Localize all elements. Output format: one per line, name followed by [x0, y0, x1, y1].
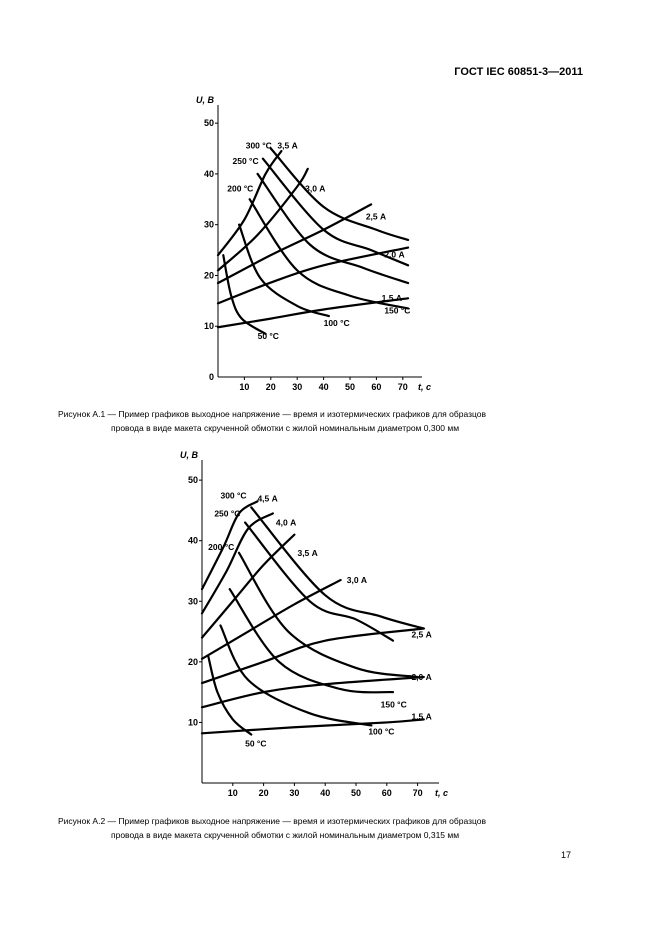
- curve-label-1-5-а: 1,5 А: [382, 293, 402, 303]
- curve-label-2-5-а: 2,5 А: [411, 630, 431, 640]
- curve-label-200-с: 200 °С: [227, 184, 253, 194]
- curve-label-50-с: 50 °С: [245, 739, 266, 749]
- page-number: 17: [560, 850, 571, 860]
- y-tick-label-50: 50: [204, 118, 214, 128]
- y-tick-label-40: 40: [204, 169, 214, 179]
- curve-label-4-0-а: 4,0 А: [276, 518, 296, 528]
- series-line-3-5-а: [216, 149, 283, 257]
- figure-a2-caption: Рисунок А.2 — Пример графиков выходное н…: [58, 814, 486, 842]
- y-tick-label-10: 10: [188, 717, 198, 727]
- series-line-100-с: [238, 223, 330, 318]
- figure-a1-caption: Рисунок А.1 — Пример графиков выходное н…: [58, 407, 486, 435]
- series-line-3-0-а: [200, 578, 342, 660]
- curve-label-3-5-а: 3,5 А: [297, 548, 317, 558]
- figure-a1-caption-line2: провода в виде макета скрученной обмотки…: [111, 423, 460, 433]
- curve-label-300-с: 300 °С: [220, 490, 246, 500]
- curve-label-2-0-а: 2,0 А: [411, 672, 431, 682]
- curve-label-2-0-а: 2,0 А: [384, 250, 404, 260]
- series-line-4-0-а: [200, 512, 274, 615]
- x-tick-label-70: 70: [413, 788, 423, 798]
- y-tick-label-30: 30: [204, 220, 214, 230]
- curve-label-150-с: 150 °С: [384, 306, 410, 316]
- x-tick-label-10: 10: [228, 788, 238, 798]
- series-line-150-с: [228, 588, 395, 694]
- curve-label-3-0-а: 3,0 А: [347, 575, 367, 585]
- y-tick-label-30: 30: [188, 596, 198, 606]
- y-tick-label-40: 40: [188, 536, 198, 546]
- figure-a2-caption-line2: провода в виде макета скрученной обмотки…: [111, 830, 460, 840]
- curve-label-200-с: 200 °С: [208, 542, 234, 552]
- curve-label-150-с: 150 °С: [381, 699, 407, 709]
- series-line-2-5-а: [216, 203, 373, 285]
- y-tick-label-20: 20: [188, 657, 198, 667]
- document-standard-number: ГОСТ IEC 60851-3—2011: [454, 66, 583, 78]
- x-tick-label-10: 10: [239, 382, 249, 392]
- y-tick-label-50: 50: [188, 475, 198, 485]
- y-tick-label-20: 20: [204, 270, 214, 280]
- series-line-2-0-а: [200, 675, 425, 709]
- curve-label-100-с: 100 °С: [324, 318, 350, 328]
- x-tick-label-60: 60: [371, 382, 381, 392]
- curve-label-100-с: 100 °С: [368, 727, 394, 737]
- curve-label-4-5-а: 4,5 А: [257, 493, 277, 503]
- figure-a2-caption-line1: Рисунок А.2 — Пример графиков выходное н…: [58, 816, 486, 826]
- x-axis-label: t, с: [435, 788, 448, 798]
- curve-label-1-5-а: 1,5 А: [411, 711, 431, 721]
- series-line-4-5-а: [200, 500, 259, 591]
- series-line-200-с: [237, 551, 419, 679]
- x-axis-label: t, с: [418, 382, 431, 392]
- x-tick-label-30: 30: [289, 788, 299, 798]
- x-tick-label-70: 70: [398, 382, 408, 392]
- series-line-300-с: [250, 506, 425, 630]
- series-line-3-5-а: [200, 533, 296, 639]
- series-line-150-с: [248, 198, 410, 310]
- series-line-1-5-а: [200, 718, 425, 735]
- curve-label-3-0-а: 3,0 А: [305, 184, 325, 194]
- series-line-3-0-а: [216, 167, 309, 272]
- y-axis-label: U, В: [196, 95, 215, 105]
- series-line-250-с: [261, 157, 410, 267]
- x-tick-label-60: 60: [382, 788, 392, 798]
- x-tick-label-20: 20: [266, 382, 276, 392]
- series-line-50-с: [207, 654, 253, 736]
- x-tick-label-20: 20: [259, 788, 269, 798]
- y-axis-label: U, В: [180, 450, 199, 460]
- curve-label-50-с: 50 °С: [258, 331, 279, 341]
- x-tick-label-30: 30: [292, 382, 302, 392]
- curve-label-300-с: 300 °С: [246, 141, 272, 151]
- figure-a1-caption-line1: Рисунок А.1 — Пример графиков выходное н…: [58, 409, 486, 419]
- curve-label-3-5-а: 3,5 А: [277, 141, 297, 151]
- y-tick-label-10: 10: [204, 321, 214, 331]
- x-tick-label-40: 40: [320, 788, 330, 798]
- series-line-250-с: [244, 521, 395, 642]
- x-tick-label-50: 50: [345, 382, 355, 392]
- series-line-2-0-а: [216, 246, 410, 305]
- series-line-300-с: [269, 147, 410, 242]
- series-line-50-с: [222, 254, 267, 335]
- x-tick-label-50: 50: [351, 788, 361, 798]
- x-tick-label-40: 40: [319, 382, 329, 392]
- curve-label-250-с: 250 °С: [214, 508, 240, 518]
- series-line-200-с: [256, 172, 410, 285]
- series-line-100-с: [219, 624, 373, 727]
- curve-label-250-с: 250 °С: [233, 156, 259, 166]
- curve-label-2-5-а: 2,5 А: [366, 212, 386, 222]
- origin-label: 0: [209, 372, 214, 382]
